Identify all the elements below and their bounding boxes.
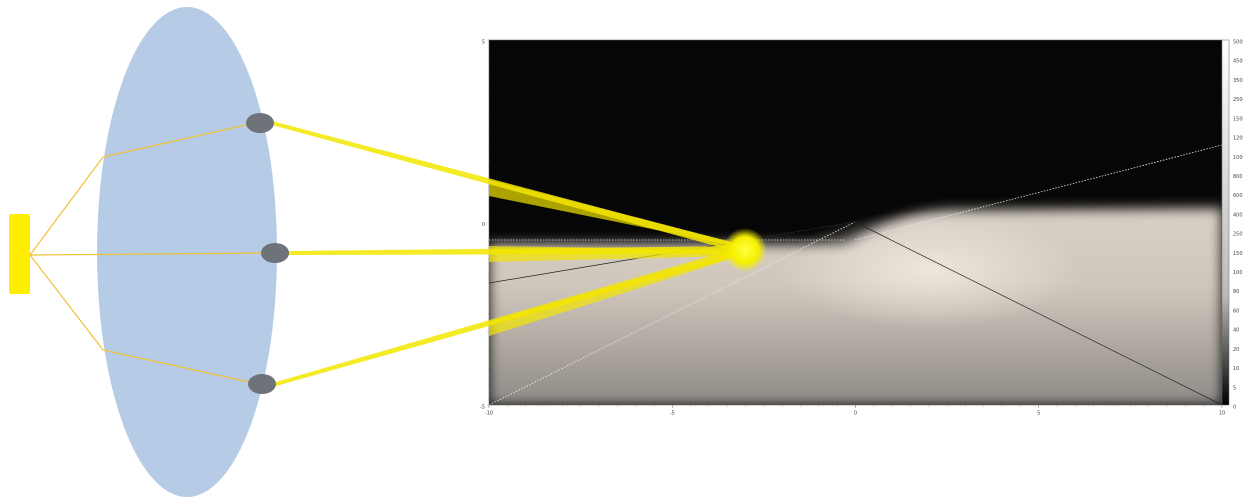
y-tick-label: 0	[482, 222, 485, 228]
focal-point	[723, 228, 767, 272]
colorbar-label: 5000	[1233, 40, 1243, 46]
colorbar-label: 150	[1233, 251, 1243, 257]
lens	[97, 7, 277, 497]
ray-bands	[489, 180, 745, 336]
x-tick-label: 5	[1037, 411, 1040, 417]
beam-pattern	[489, 40, 1222, 405]
colorbar-label: 0	[1233, 405, 1236, 411]
light-source	[9, 214, 30, 294]
source-rays	[29, 122, 271, 385]
lens-point	[246, 113, 274, 133]
x-tick-label: 10	[1219, 411, 1225, 417]
y-tick-label: 5	[482, 40, 485, 46]
colorbar-label: 250	[1233, 232, 1243, 238]
colorbar-label: 1000	[1233, 155, 1243, 161]
colorbar-label: 600	[1233, 193, 1243, 199]
y-tick-label: -5	[480, 405, 485, 411]
colorbar-label: 1500	[1233, 116, 1243, 122]
axis-labels: -10-5051050-5500045003500250015001200100…	[480, 40, 1243, 417]
colorbar-label: 2500	[1233, 97, 1243, 103]
colorbar-label: 5	[1233, 385, 1236, 391]
colorbar-label: 4500	[1233, 59, 1243, 65]
x-tick-label: -5	[670, 411, 675, 417]
lens-point	[248, 374, 276, 394]
x-tick-label: -10	[485, 411, 493, 417]
colorbar-label: 80	[1233, 289, 1239, 295]
colorbar-label: 1200	[1233, 136, 1243, 142]
colorbar-label: 60	[1233, 308, 1239, 314]
colorbar-label: 10	[1233, 366, 1239, 372]
colorbar-label: 400	[1233, 212, 1243, 218]
x-tick-label: 0	[854, 411, 857, 417]
colorbar-label: 3500	[1233, 78, 1243, 84]
lens-point	[261, 243, 289, 263]
colorbar	[1221, 39, 1230, 406]
colorbar-label: 800	[1233, 174, 1243, 180]
colorbar-label: 100	[1233, 270, 1243, 276]
colorbar-label: 20	[1233, 347, 1239, 353]
colorbar-label: 40	[1233, 328, 1239, 334]
